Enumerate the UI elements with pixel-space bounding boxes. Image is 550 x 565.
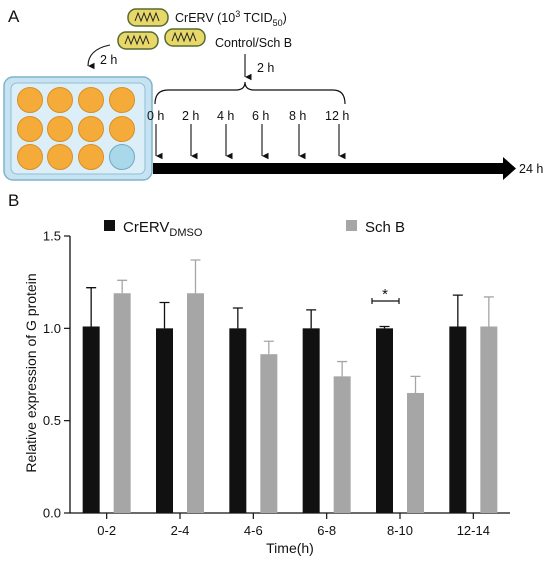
infected-well (78, 116, 104, 142)
legend-swatch-dmso (104, 220, 115, 231)
y-tick-label: 1.0 (43, 321, 61, 336)
panel-a: A CrERV (103 TCID50) Control/Sch B 2 h 2… (3, 7, 543, 181)
end-time-label: 24 h (519, 162, 543, 176)
virus-particle-icon (164, 28, 206, 47)
infected-well (17, 116, 43, 142)
error-bar (379, 325, 390, 329)
error-bar (410, 375, 421, 393)
infection-arrow (87, 44, 111, 70)
error-bar (232, 307, 243, 329)
x-tick-label: 4-6 (244, 523, 263, 538)
error-bar (190, 259, 201, 294)
virus-label: CrERV (103 TCID50) (175, 9, 287, 28)
bar-dmso (156, 328, 173, 513)
x-tick-label: 8-10 (387, 523, 413, 538)
error-bar (159, 301, 170, 329)
x-tick-label: 6-8 (317, 523, 336, 538)
timepoint-label: 2 h (182, 109, 199, 123)
timeline-bracket (154, 81, 346, 105)
error-bar (337, 360, 348, 377)
timepoint-markers: 0 h 2 h 4 h 6 h 8 h 12 h (147, 109, 349, 160)
error-bar (117, 279, 128, 294)
panel-b: B CrERVDMSO Sch B Relative expression of… (8, 191, 510, 556)
well-plate (3, 76, 153, 181)
infection-time-label: 2 h (100, 53, 117, 67)
bar-schb (260, 354, 278, 513)
error-bar (263, 340, 274, 355)
significance-annotation: * (371, 286, 400, 304)
x-axis-title: Time(h) (266, 540, 314, 556)
timepoint-label: 4 h (217, 109, 234, 123)
virus-particle-icon (117, 31, 159, 50)
significance-star: * (382, 286, 388, 303)
treatment-time-label: 2 h (257, 61, 274, 75)
bar-schb (333, 376, 351, 513)
bar-dmso (302, 328, 320, 513)
virus-particle-icon (127, 8, 169, 27)
infected-well (17, 144, 43, 170)
error-bar (483, 296, 494, 327)
y-axis-title: Relative expression of G protein (23, 273, 39, 472)
bar-schb (187, 293, 204, 513)
timepoint-label: 8 h (289, 109, 306, 123)
infected-well (78, 144, 104, 170)
bar-dmso (82, 326, 100, 513)
y-tick-label: 0.5 (43, 413, 61, 428)
infected-well (109, 87, 135, 113)
infected-well (47, 144, 73, 170)
y-tick-label: 0.0 (43, 506, 61, 521)
infected-well (78, 87, 104, 113)
y-tick-label: 1.5 (43, 229, 61, 244)
infected-well (47, 116, 73, 142)
error-bar (86, 287, 97, 327)
empty-well (109, 144, 135, 170)
timepoint-label: 12 h (325, 109, 349, 123)
x-tick-label: 12-14 (457, 523, 490, 538)
bar-dmso (449, 326, 467, 513)
panel-b-letter: B (8, 191, 19, 210)
bar-schb (480, 326, 498, 513)
bar-dmso (376, 328, 393, 513)
legend-label-dmso: CrERVDMSO (123, 219, 203, 239)
timepoint-label: 6 h (252, 109, 269, 123)
x-tick-label: 2-4 (171, 523, 190, 538)
bar-schb (113, 293, 131, 513)
treatment-label: Control/Sch B (215, 36, 292, 50)
infected-well (109, 116, 135, 142)
infected-well (47, 87, 73, 113)
bar-dmso (229, 328, 247, 513)
error-bar (452, 294, 463, 327)
x-tick-label: 0-2 (97, 523, 116, 538)
timeline-arrow (153, 157, 516, 180)
panel-a-letter: A (8, 7, 20, 26)
timepoint-label: 0 h (147, 109, 164, 123)
legend-label-schb: Sch B (365, 219, 405, 236)
legend: CrERVDMSO Sch B (104, 219, 405, 239)
bar-schb (407, 392, 424, 513)
error-bar (306, 309, 317, 329)
infected-well (17, 87, 43, 113)
legend-swatch-schb (346, 220, 357, 231)
